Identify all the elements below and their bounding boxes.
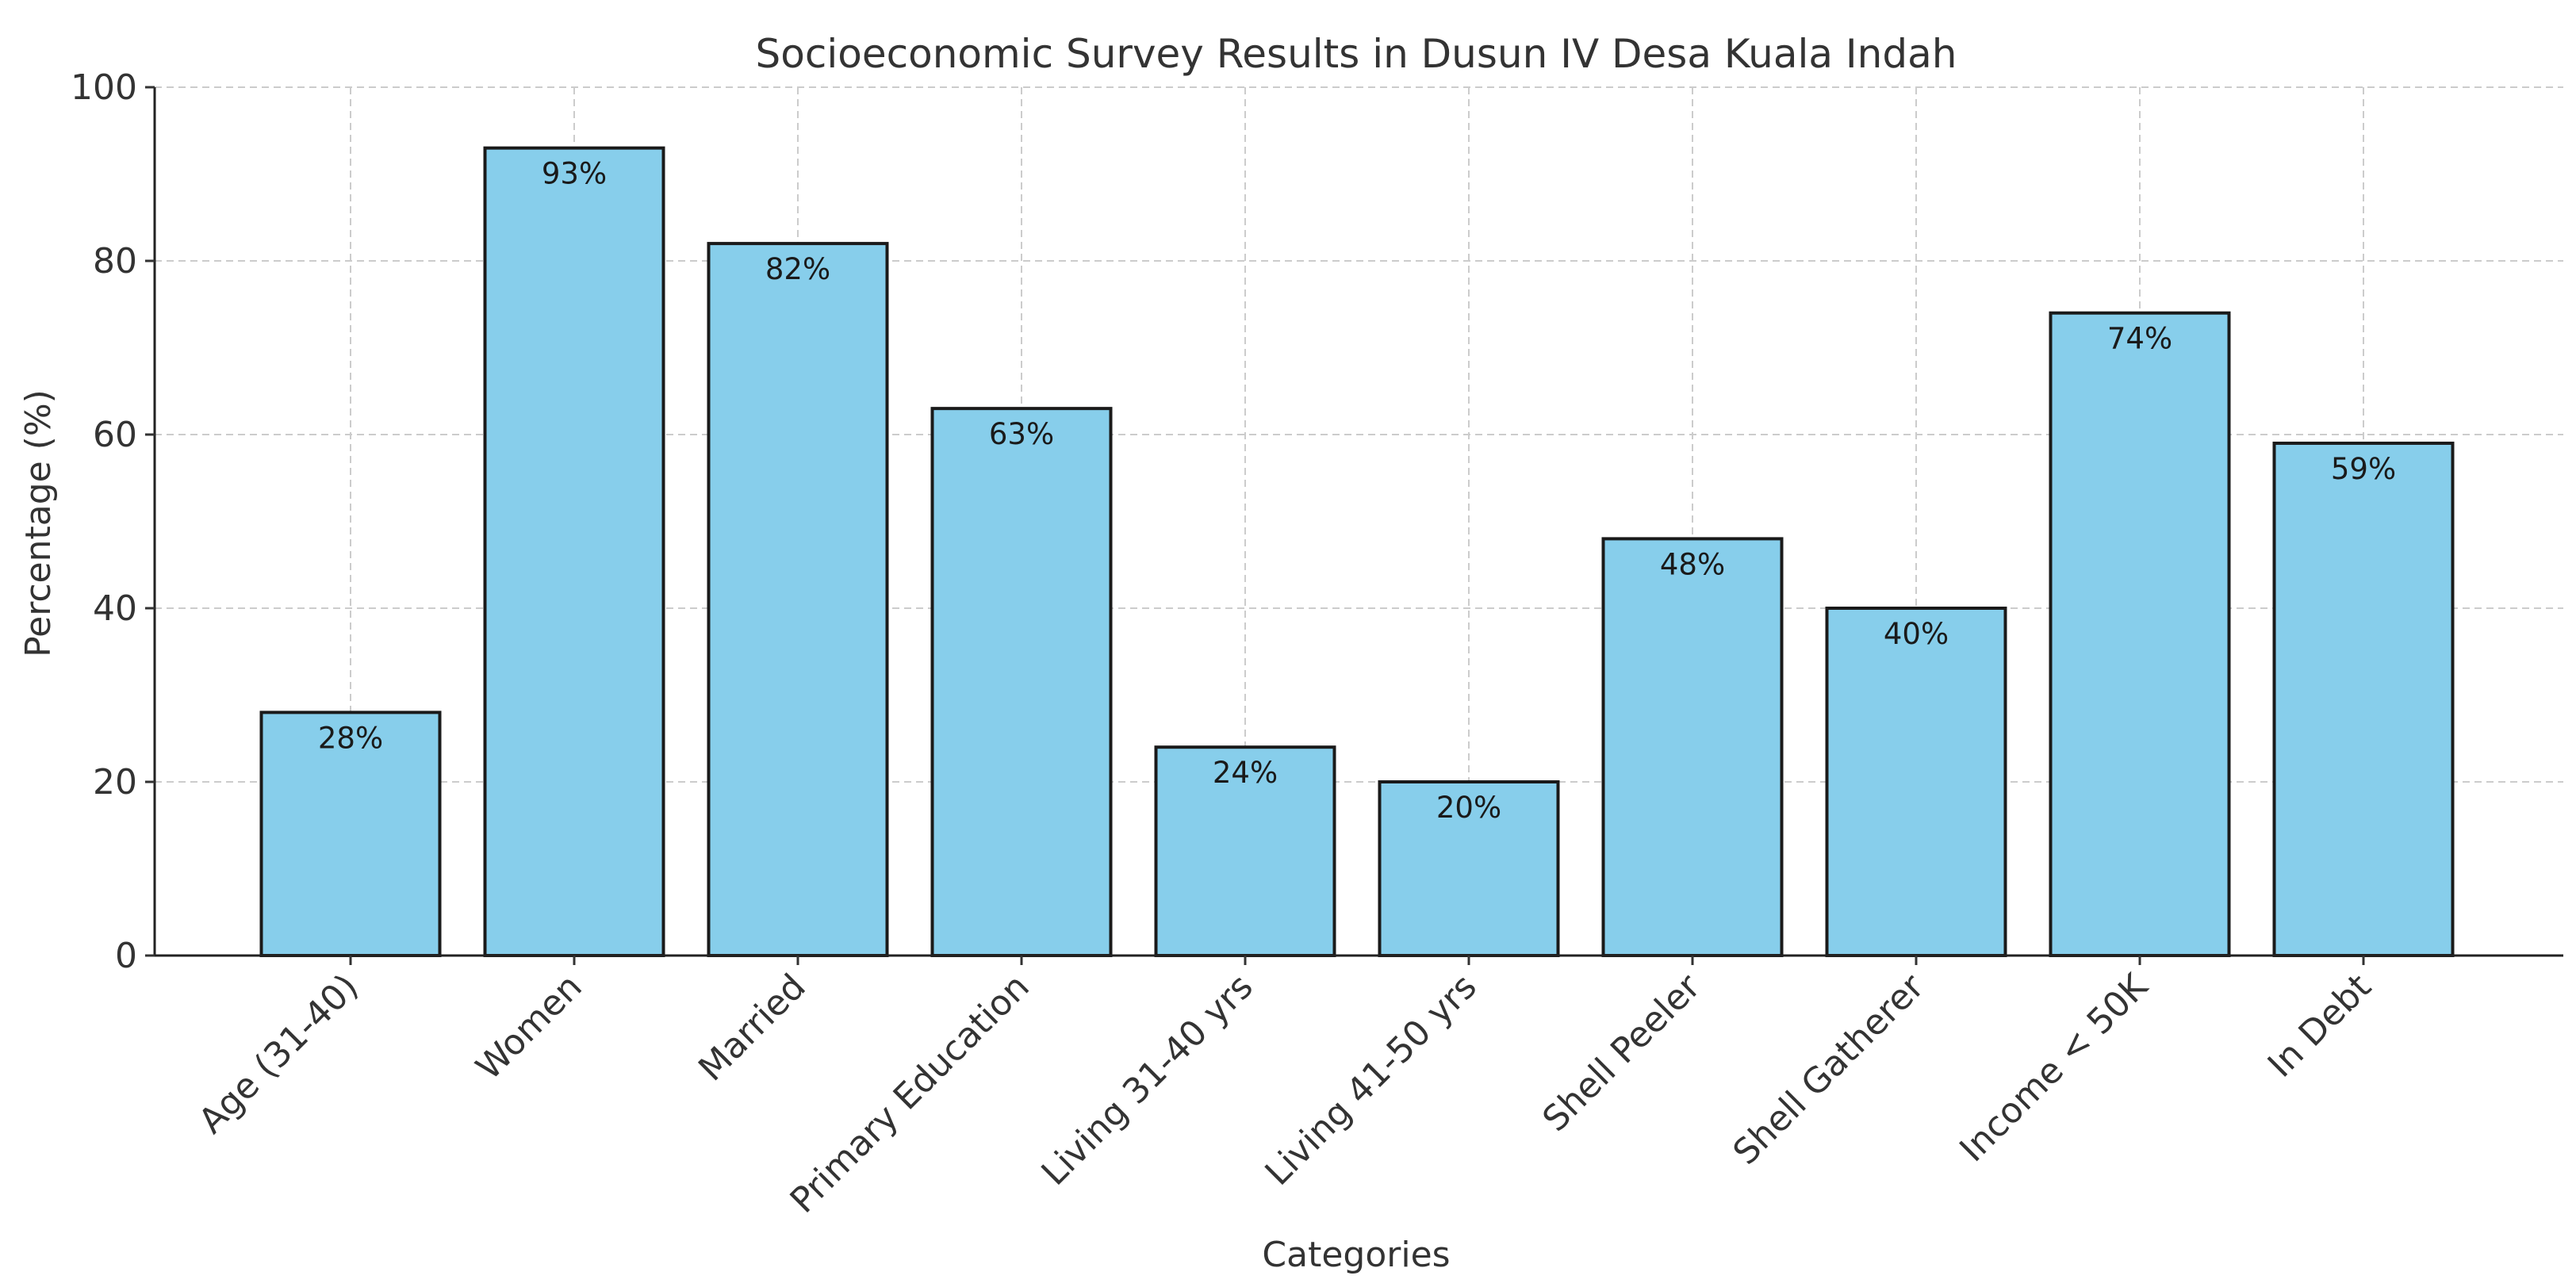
axes: [153, 87, 2563, 957]
x-tick-label: Living 31-40 yrs: [1034, 967, 1261, 1193]
bar-value-label: 24%: [1213, 756, 1278, 790]
bar: [930, 407, 1113, 957]
bar-value-label: 74%: [2107, 322, 2172, 356]
bar: [1601, 537, 1784, 957]
bar-value-label: 40%: [1884, 617, 1949, 651]
bar: [259, 711, 442, 958]
bar-value-label: 28%: [318, 721, 383, 755]
y-tick-label: 60: [93, 415, 137, 455]
bar: [2272, 441, 2455, 957]
bar-value-label: 63%: [989, 417, 1054, 451]
y-tick-label: 80: [93, 241, 137, 282]
bar-value-label: 20%: [1436, 791, 1501, 825]
bar-value-label: 48%: [1660, 547, 1725, 581]
bar: [1154, 745, 1336, 957]
y-tick-label: 40: [93, 588, 137, 629]
bar: [2049, 311, 2231, 957]
x-tick-label: In Debt: [2260, 967, 2379, 1086]
y-axis-label: Percentage (%): [18, 389, 59, 657]
bar-value-label: 82%: [765, 252, 830, 286]
x-tick-label: Primary Education: [783, 967, 1037, 1221]
chart-title: Socioeconomic Survey Results in Dusun IV…: [756, 31, 1957, 77]
y-tick-label: 20: [93, 762, 137, 802]
x-tick-label: Shell Gatherer: [1726, 966, 1933, 1173]
bar-value-label: 93%: [542, 157, 607, 191]
y-tick-label: 0: [115, 936, 137, 976]
x-axis-label: Categories: [1262, 1235, 1450, 1275]
y-tick-labels: 0 20 40 60 80 100: [71, 67, 155, 976]
y-tick-label: 100: [71, 67, 137, 108]
bars: 28% 93% 82% 63% 24% 20% 48% 40% 74% 59%: [259, 146, 2455, 958]
bar-value-label: 59%: [2331, 452, 2396, 486]
x-tick-label: Women: [469, 967, 590, 1088]
x-tick-label: Married: [691, 967, 814, 1090]
bar: [707, 242, 889, 958]
x-tick-label: Living 41-50 yrs: [1258, 967, 1485, 1193]
x-tick-label: Shell Peeler: [1535, 966, 1708, 1140]
x-tick-label: Income < 50K: [1952, 966, 2156, 1170]
x-tick-label: Age (31-40): [191, 967, 366, 1142]
bar: [1825, 607, 2007, 957]
bar: [483, 146, 665, 957]
